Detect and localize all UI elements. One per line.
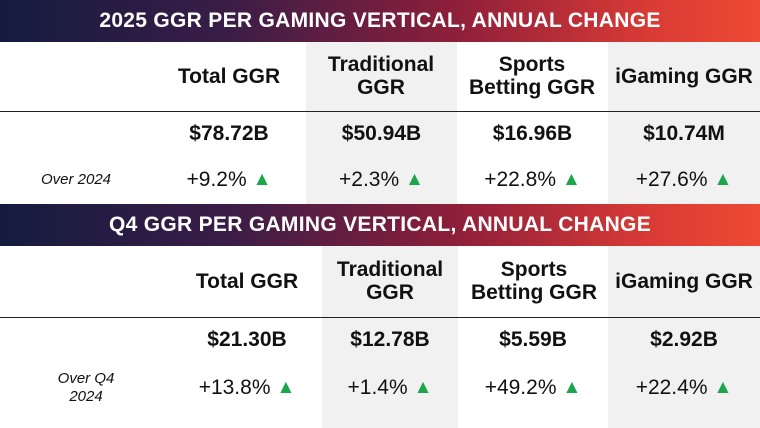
column-header-igaming-ggr: iGaming GGR (615, 269, 753, 293)
change-total-ggr: +13.8% ▲ (172, 364, 322, 412)
column-shade (608, 246, 760, 428)
header-row: Total GGR Traditional GGR Sports Betting… (0, 42, 760, 110)
change-label: Over 2024 (40, 171, 112, 188)
panel-annual: 2025 GGR PER GAMING VERTICAL, ANNUAL CHA… (0, 0, 760, 204)
change-igaming-ggr: +27.6% ▲ (608, 158, 760, 202)
column-shade (306, 42, 457, 204)
change-label: Over Q4 2024 (0, 364, 172, 412)
value-sports-betting-ggr: $16.96B (492, 122, 573, 145)
column-header-traditional-ggr: Traditional GGR (327, 53, 435, 99)
header-divider (0, 317, 760, 318)
change-total-ggr: +9.2% ▲ (152, 158, 306, 202)
panel-q4: Q4 GGR PER GAMING VERTICAL, ANNUAL CHANG… (0, 204, 760, 428)
up-triangle-icon: ▲ (713, 169, 733, 190)
change-label-text: Over Q4 2024 (57, 370, 115, 405)
change-traditional-ggr: +1.4% ▲ (322, 364, 458, 412)
data-table: Total GGR Traditional GGR Sports Betting… (0, 246, 760, 428)
value-row: $78.72B $50.94B $16.96B $10.74M (0, 114, 760, 154)
header-row: Total GGR Traditional GGR Sports Betting… (0, 246, 760, 316)
header-divider (0, 111, 760, 112)
column-header-igaming-ggr: iGaming GGR (615, 64, 753, 88)
up-triangle-icon: ▲ (562, 377, 582, 398)
value-total-ggr: $78.72B (189, 122, 269, 145)
value-traditional-ggr: $50.94B (341, 122, 422, 145)
up-triangle-icon: ▲ (413, 377, 433, 398)
column-header-traditional-ggr: Traditional GGR (336, 258, 444, 304)
change-sports-betting-ggr: +22.8% ▲ (457, 158, 608, 202)
change-traditional-ggr: +2.3% ▲ (306, 158, 457, 202)
value-igaming-ggr: $2.92B (650, 328, 718, 351)
value-igaming-ggr: $10.74M (643, 122, 725, 145)
up-triangle-icon: ▲ (405, 169, 424, 190)
panel-title: Q4 GGR PER GAMING VERTICAL, ANNUAL CHANG… (0, 204, 760, 246)
column-header-total-ggr: Total GGR (177, 64, 281, 88)
up-triangle-icon: ▲ (252, 169, 272, 190)
change-value: +2.3% (339, 168, 400, 191)
column-header-sports-betting-ggr: Sports Betting GGR (471, 258, 597, 304)
change-value: +1.4% (347, 376, 408, 399)
change-row: Over Q4 2024 +13.8% ▲ +1.4% ▲ +49.2% ▲ +22.… (0, 364, 760, 412)
data-table: Total GGR Traditional GGR Sports Betting… (0, 42, 760, 204)
change-value: +49.2% (484, 376, 557, 399)
up-triangle-icon: ▲ (713, 377, 733, 398)
column-header-total-ggr: Total GGR (195, 269, 299, 293)
value-total-ggr: $21.30B (207, 328, 287, 351)
value-row: $21.30B $12.78B $5.59B $2.92B (0, 320, 760, 360)
value-traditional-ggr: $12.78B (350, 328, 430, 351)
up-triangle-icon: ▲ (276, 377, 296, 398)
change-igaming-ggr: +22.4% ▲ (608, 364, 760, 412)
change-value: +27.6% (635, 168, 708, 191)
up-triangle-icon: ▲ (562, 169, 581, 190)
change-value: +22.8% (484, 168, 556, 191)
change-value: +9.2% (186, 168, 247, 191)
change-row: Over 2024 +9.2% ▲ +2.3% ▲ +22.8% ▲ +27.6% ▲ (0, 158, 760, 202)
change-value: +13.8% (198, 376, 271, 399)
column-shade (608, 42, 760, 204)
column-header-sports-betting-ggr: Sports Betting GGR (469, 53, 595, 99)
column-shade (322, 246, 458, 428)
value-sports-betting-ggr: $5.59B (499, 328, 567, 351)
panel-title: 2025 GGR PER GAMING VERTICAL, ANNUAL CHA… (0, 0, 760, 42)
change-value: +22.4% (635, 376, 708, 399)
change-sports-betting-ggr: +49.2% ▲ (458, 364, 608, 412)
